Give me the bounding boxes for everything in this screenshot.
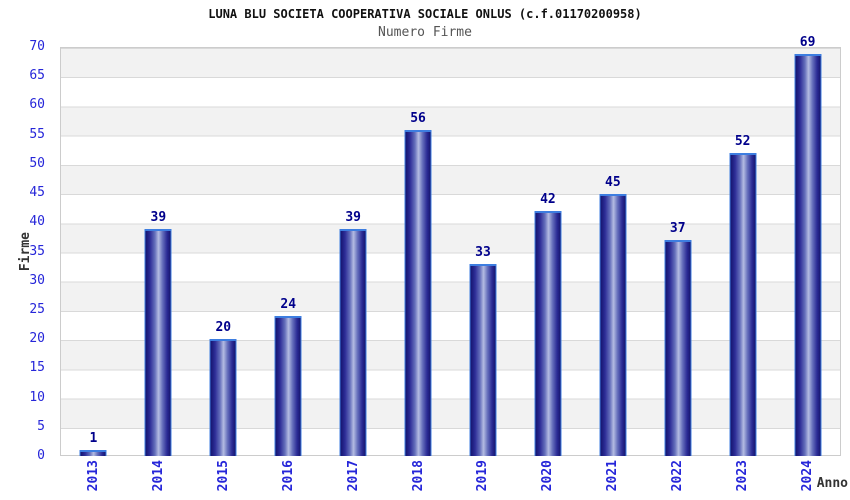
bar-value-label: 33 (475, 244, 491, 260)
bar (469, 263, 497, 456)
y-tick: 20 (29, 331, 45, 347)
x-tick-slot: 2016 (256, 460, 321, 500)
x-tick-label: 2017 (345, 460, 361, 492)
y-tick: 50 (29, 155, 45, 171)
y-tick: 15 (29, 360, 45, 376)
x-tick-slot: 2019 (451, 460, 516, 500)
y-tick: 0 (37, 448, 45, 463)
bar-column-2024: 69 (775, 35, 840, 456)
bar-value-label: 42 (540, 192, 556, 208)
bar-value-label: 56 (410, 110, 426, 126)
x-tick-slot: 2014 (126, 460, 191, 500)
x-axis-label: Anno (816, 476, 848, 491)
bar-column-2021: 45 (580, 48, 645, 456)
x-tick-label: 2021 (605, 460, 621, 492)
bar (599, 193, 627, 456)
y-tick: 45 (29, 185, 45, 201)
bar-value-label: 52 (734, 133, 751, 149)
x-tick-label: 2019 (475, 460, 491, 492)
y-tick: 10 (29, 389, 45, 405)
bars-container: 1 39 20 24 39 56 33 42 45 37 52 69 (61, 35, 840, 456)
x-tick-label: 2013 (85, 460, 101, 492)
bar (339, 228, 367, 456)
y-tick: 60 (29, 97, 45, 113)
y-axis-ticks: 0 5 10 15 20 25 30 35 40 45 50 55 60 65 70 (0, 39, 45, 463)
y-tick: 70 (29, 39, 45, 54)
x-tick-label: 2018 (410, 460, 426, 492)
x-tick-label: 2024 (800, 460, 816, 492)
x-tick-label: 2020 (540, 460, 556, 492)
x-axis-ticks: 2013 2014 2015 2016 2017 2018 2019 2020 2021 2022… (61, 460, 840, 500)
y-tick: 5 (37, 418, 45, 434)
y-tick: 65 (29, 68, 45, 84)
bar-value-label: 1 (89, 431, 98, 447)
x-tick-label: 2016 (280, 460, 296, 492)
bar-value-label: 24 (280, 297, 297, 313)
bar-value-label: 20 (215, 320, 232, 336)
bar-column-2014: 39 (126, 48, 191, 456)
chart-title: LUNA BLU SOCIETA COOPERATIVA SOCIALE ONL… (208, 7, 642, 21)
bar (534, 211, 562, 456)
x-tick-slot: 2017 (321, 460, 386, 500)
bar-value-label: 39 (150, 209, 167, 225)
x-tick-slot: 2021 (580, 460, 645, 500)
bar (79, 450, 107, 456)
bar-value-label: 37 (669, 221, 686, 237)
x-tick-slot: 2015 (191, 460, 256, 500)
y-tick: 40 (29, 214, 45, 230)
x-tick-slot: 2013 (61, 460, 126, 500)
bar-column-2019: 33 (451, 48, 516, 456)
y-axis-label: Firme (18, 231, 33, 272)
bar-value-label: 39 (345, 209, 361, 225)
bar (209, 339, 237, 456)
bar-column-2018: 56 (386, 48, 451, 456)
bar-column-2020: 42 (515, 48, 580, 456)
x-tick-label: 2014 (150, 460, 166, 492)
y-tick: 35 (29, 243, 45, 259)
bar (729, 152, 757, 456)
bar-value-label: 45 (605, 174, 621, 190)
x-tick-slot: 2023 (710, 460, 775, 500)
bar-value-label: 69 (799, 34, 816, 50)
x-tick-slot: 2022 (645, 460, 710, 500)
y-tick: 30 (29, 272, 45, 288)
bar (274, 316, 302, 456)
x-tick-slot: 2020 (515, 460, 580, 500)
bar (664, 240, 692, 456)
bar-column-2016: 24 (256, 48, 321, 456)
bar (404, 129, 432, 456)
x-tick-label: 2015 (215, 460, 231, 492)
bar-column-2022: 37 (645, 48, 710, 456)
y-tick: 55 (29, 126, 45, 142)
bar (144, 228, 172, 456)
x-tick-label: 2023 (735, 460, 751, 492)
plot-area (60, 47, 841, 456)
bar-column-2017: 39 (321, 48, 386, 456)
x-tick-label: 2022 (670, 460, 686, 492)
bar-column-2023: 52 (710, 48, 775, 456)
bar-column-2013: 1 (61, 48, 126, 456)
y-tick: 25 (29, 301, 45, 317)
bar-column-2015: 20 (191, 48, 256, 456)
bar (794, 53, 822, 456)
chart-subtitle: Numero Firme (378, 25, 472, 40)
x-tick-slot: 2018 (386, 460, 451, 500)
